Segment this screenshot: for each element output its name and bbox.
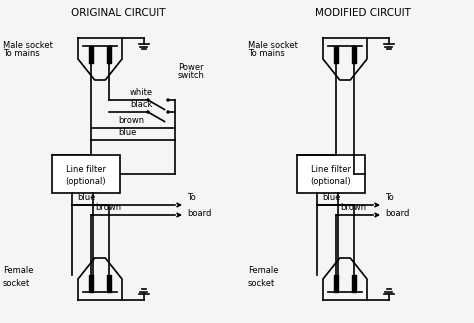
- Text: socket: socket: [3, 279, 30, 288]
- Text: To mains: To mains: [248, 48, 285, 57]
- Text: ORIGINAL CIRCUIT: ORIGINAL CIRCUIT: [71, 8, 165, 18]
- Text: brown: brown: [340, 203, 366, 212]
- Circle shape: [167, 111, 169, 113]
- Text: board: board: [187, 209, 211, 218]
- Text: white: white: [130, 88, 153, 97]
- Text: blue: blue: [322, 193, 341, 202]
- Text: Power: Power: [178, 64, 204, 72]
- Text: blue: blue: [77, 193, 96, 202]
- Text: Female: Female: [3, 266, 34, 275]
- Text: brown: brown: [118, 116, 144, 125]
- Circle shape: [147, 99, 149, 101]
- Text: board: board: [385, 209, 410, 218]
- Circle shape: [167, 99, 169, 101]
- Text: black: black: [130, 100, 152, 109]
- Text: Line filter: Line filter: [66, 164, 106, 173]
- Text: To mains: To mains: [3, 48, 40, 57]
- Text: Female: Female: [248, 266, 279, 275]
- Text: (optional): (optional): [66, 177, 106, 186]
- Text: Male socket: Male socket: [3, 40, 53, 49]
- Text: switch: switch: [178, 71, 205, 80]
- Text: Male socket: Male socket: [248, 40, 298, 49]
- Bar: [297, 155, 365, 193]
- Text: (optional): (optional): [310, 177, 351, 186]
- Text: To: To: [385, 193, 394, 202]
- Text: brown: brown: [95, 203, 121, 212]
- Circle shape: [147, 111, 149, 113]
- Bar: [52, 155, 120, 193]
- Text: socket: socket: [248, 279, 275, 288]
- Text: Line filter: Line filter: [311, 164, 351, 173]
- Text: MODIFIED CIRCUIT: MODIFIED CIRCUIT: [315, 8, 411, 18]
- Text: blue: blue: [118, 128, 137, 137]
- Text: To: To: [187, 193, 196, 202]
